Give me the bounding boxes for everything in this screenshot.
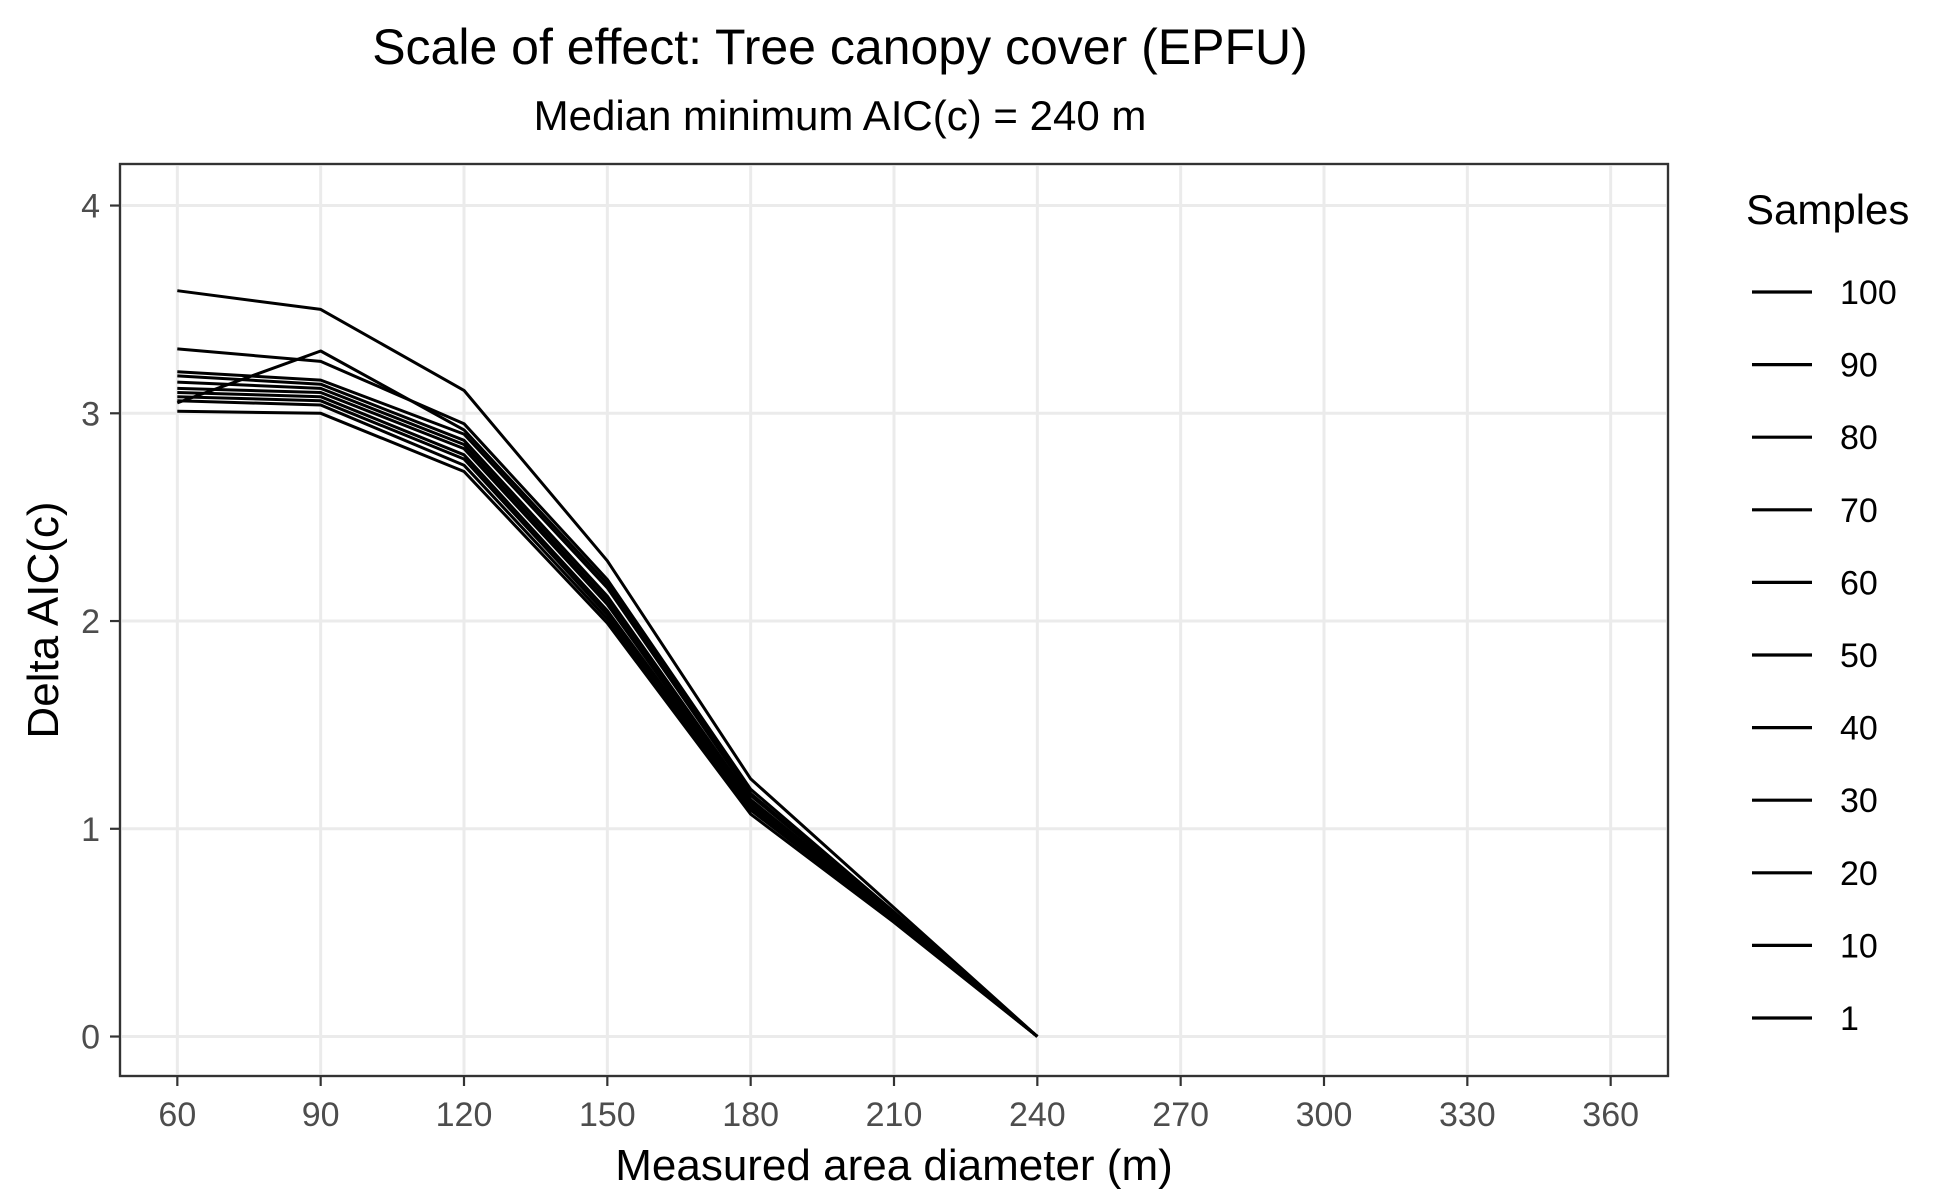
series-line-90 xyxy=(177,347,1039,1038)
y-axis-title: Delta AIC(c) xyxy=(19,501,68,738)
legend-label: 100 xyxy=(1840,274,1897,312)
legend-label: 30 xyxy=(1840,782,1878,820)
x-tick-label: 90 xyxy=(302,1096,340,1134)
x-tick-label: 270 xyxy=(1152,1096,1209,1134)
y-axis: 0 1 2 3 4 xyxy=(81,188,120,1057)
legend-label: 20 xyxy=(1840,855,1878,893)
legend: Samples 100 90 80 70 60 50 40 30 20 10 1 xyxy=(1746,186,1909,1038)
x-tick-label: 120 xyxy=(436,1096,493,1134)
series-line-70 xyxy=(177,370,1039,1038)
y-tick-label: 0 xyxy=(81,1019,100,1057)
legend-label: 60 xyxy=(1840,564,1878,602)
series-line-1 xyxy=(177,409,1039,1038)
chart-subtitle: Median minimum AIC(c) = 240 m xyxy=(534,92,1147,139)
x-tick-label: 210 xyxy=(866,1096,923,1134)
x-axis: 60 90 120 150 180 210 240 270 300 330 360 xyxy=(158,1076,1639,1134)
chart-title: Scale of effect: Tree canopy cover (EPFU… xyxy=(372,19,1308,75)
x-tick-label: 330 xyxy=(1439,1096,1496,1134)
legend-label: 10 xyxy=(1840,927,1878,965)
y-tick-label: 1 xyxy=(81,811,100,849)
series-line-10 xyxy=(177,399,1039,1038)
y-tick-label: 4 xyxy=(81,188,100,226)
x-tick-label: 180 xyxy=(722,1096,779,1134)
x-tick-label: 150 xyxy=(579,1096,636,1134)
x-tick-label: 60 xyxy=(158,1096,196,1134)
x-tick-label: 240 xyxy=(1009,1096,1066,1134)
legend-label: 40 xyxy=(1840,710,1878,748)
y-tick-label: 2 xyxy=(81,603,100,641)
series-line-50 xyxy=(177,380,1039,1038)
series-line-30 xyxy=(177,391,1039,1038)
x-tick-label: 300 xyxy=(1296,1096,1353,1134)
legend-label: 70 xyxy=(1840,492,1878,530)
legend-title: Samples xyxy=(1746,186,1909,233)
legend-label: 90 xyxy=(1840,347,1878,385)
legend-label: 50 xyxy=(1840,637,1878,675)
series-lines xyxy=(176,289,1039,1038)
y-tick-label: 3 xyxy=(81,395,100,433)
x-axis-title: Measured area diameter (m) xyxy=(615,1141,1173,1190)
series-line-100 xyxy=(177,289,1039,1038)
legend-label: 80 xyxy=(1840,419,1878,457)
x-tick-label: 360 xyxy=(1582,1096,1639,1134)
legend-label: 1 xyxy=(1840,1000,1859,1038)
